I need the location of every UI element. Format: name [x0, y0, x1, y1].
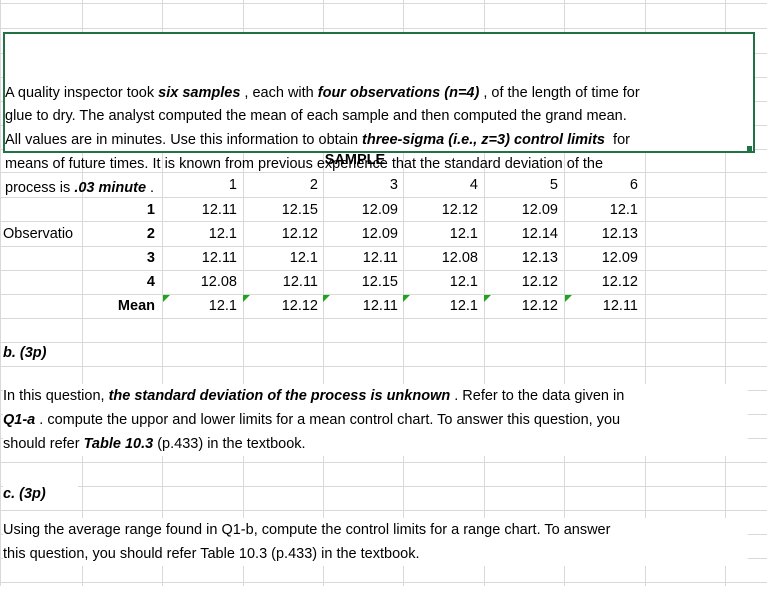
- observation-value[interactable]: 12.13: [601, 226, 638, 242]
- error-indicator-icon[interactable]: [323, 295, 330, 302]
- text-run: this question, you should refer Table 10…: [3, 546, 420, 562]
- text-run: process is: [5, 179, 75, 196]
- text-line: should refer Table 10.3 (p.433) in the t…: [3, 432, 748, 456]
- text-run: should refer: [3, 436, 84, 452]
- part-c-text[interactable]: Using the average range found in Q1-b, c…: [3, 518, 748, 566]
- observation-value[interactable]: 12.11: [201, 202, 237, 218]
- observation-value[interactable]: 12.13: [521, 250, 558, 266]
- observation-value[interactable]: 12.11: [201, 250, 237, 266]
- text-line: Q1-a . compute the uppor and lower limit…: [3, 408, 748, 432]
- observation-value[interactable]: 12.08: [441, 250, 478, 266]
- observation-value[interactable]: 12.09: [361, 226, 398, 242]
- observation-value[interactable]: 12.09: [521, 202, 558, 218]
- sample-mean-value[interactable]: 12.1: [449, 298, 478, 314]
- observation-number[interactable]: 1: [146, 202, 155, 218]
- observation-value[interactable]: 12.14: [521, 226, 558, 242]
- error-indicator-icon[interactable]: [163, 295, 170, 302]
- error-indicator-icon[interactable]: [243, 295, 250, 302]
- error-indicator-icon[interactable]: [484, 295, 491, 302]
- text-run: for: [604, 132, 630, 149]
- text-line: Using the average range found in Q1-b, c…: [3, 518, 748, 542]
- part-b-heading[interactable]: b. (3p): [3, 343, 78, 363]
- observation-number[interactable]: 2: [146, 226, 155, 242]
- sample-mean-value[interactable]: 12.1: [208, 298, 237, 314]
- observation-value[interactable]: 12.15: [281, 202, 318, 218]
- sample-column-header[interactable]: 3: [389, 177, 398, 193]
- text-run: Using the average range found in Q1-b, c…: [3, 522, 611, 538]
- observation-value[interactable]: 12.1: [449, 226, 478, 242]
- emphasized-text: Q1-a: [3, 412, 36, 428]
- problem-text-box[interactable]: A quality inspector took six samples , e…: [3, 32, 755, 196]
- error-indicator-icon[interactable]: [565, 295, 572, 302]
- selection-handle[interactable]: [747, 146, 752, 151]
- emphasized-text: six samples: [158, 84, 241, 101]
- text-run: A quality inspector took: [5, 84, 159, 101]
- observation-label[interactable]: Observatio: [3, 226, 74, 242]
- sample-mean-value[interactable]: 12.12: [281, 298, 318, 314]
- text-line: means of future times. It is known from …: [5, 153, 753, 177]
- observation-value[interactable]: 12.12: [441, 202, 478, 218]
- observation-value[interactable]: 12.1: [609, 202, 638, 218]
- text-run: , of the length of time for: [479, 84, 640, 101]
- sample-mean-value[interactable]: 12.11: [602, 298, 638, 314]
- emphasized-text: .03 minute: [74, 179, 147, 196]
- text-run: . compute the uppor and lower limits for…: [35, 412, 621, 428]
- observation-value[interactable]: 12.1: [289, 250, 318, 266]
- observation-value[interactable]: 12.11: [282, 274, 318, 290]
- text-line: glue to dry. The analyst computed the me…: [5, 105, 753, 129]
- observation-value[interactable]: 12.11: [362, 250, 398, 266]
- observation-value[interactable]: 12.08: [200, 274, 237, 290]
- sample-column-header[interactable]: 5: [549, 177, 558, 193]
- text-run: glue to dry. The analyst computed the me…: [5, 108, 627, 125]
- observation-value[interactable]: 12.12: [601, 274, 638, 290]
- observation-number[interactable]: 3: [146, 250, 155, 266]
- observation-value[interactable]: 12.12: [521, 274, 558, 290]
- observation-value[interactable]: 12.09: [601, 250, 638, 266]
- part-b-text[interactable]: In this question, the standard deviation…: [3, 384, 748, 456]
- text-run: All values are in minutes. Use this info…: [5, 132, 363, 149]
- text-line: A quality inspector took six samples , e…: [5, 82, 753, 106]
- observation-value[interactable]: 12.12: [281, 226, 318, 242]
- text-run: (p.433) in the textbook.: [153, 436, 306, 452]
- emphasized-text: Table 10.3: [83, 436, 154, 452]
- emphasized-text: three-sigma (i.e., z=3) control limits: [362, 132, 605, 149]
- sample-column-header[interactable]: 4: [469, 177, 478, 193]
- text-line: All values are in minutes. Use this info…: [5, 129, 753, 153]
- error-indicator-icon[interactable]: [403, 295, 410, 302]
- observation-value[interactable]: 12.1: [449, 274, 478, 290]
- observation-number[interactable]: 4: [146, 274, 155, 290]
- text-run: means of future times. It is known from …: [5, 155, 604, 172]
- text-line: this question, you should refer Table 10…: [3, 542, 748, 566]
- mean-label[interactable]: Mean: [117, 298, 155, 314]
- sample-mean-value[interactable]: 12.11: [362, 298, 398, 314]
- text-run: . Refer to the data given in: [450, 388, 625, 404]
- text-line: In this question, the standard deviation…: [3, 384, 748, 408]
- observation-value[interactable]: 12.1: [208, 226, 237, 242]
- sample-column-header[interactable]: 6: [629, 177, 638, 193]
- sample-header[interactable]: SAMPLE: [324, 152, 386, 168]
- text-line: process is .03 minute .: [5, 177, 753, 201]
- part-c-heading[interactable]: c. (3p): [3, 484, 78, 504]
- text-run: .: [146, 179, 155, 196]
- observation-value[interactable]: 12.15: [361, 274, 398, 290]
- sample-column-header[interactable]: 2: [309, 177, 318, 193]
- emphasized-text: four observations (n=4): [317, 84, 480, 101]
- sample-mean-value[interactable]: 12.12: [521, 298, 558, 314]
- problem-text: A quality inspector took six samples , e…: [5, 82, 753, 201]
- text-run: In this question,: [3, 388, 109, 404]
- observation-value[interactable]: 12.09: [361, 202, 398, 218]
- sample-column-header[interactable]: 1: [228, 177, 237, 193]
- text-run: , each with: [240, 84, 318, 101]
- emphasized-text: the standard deviation of the process is…: [108, 388, 451, 404]
